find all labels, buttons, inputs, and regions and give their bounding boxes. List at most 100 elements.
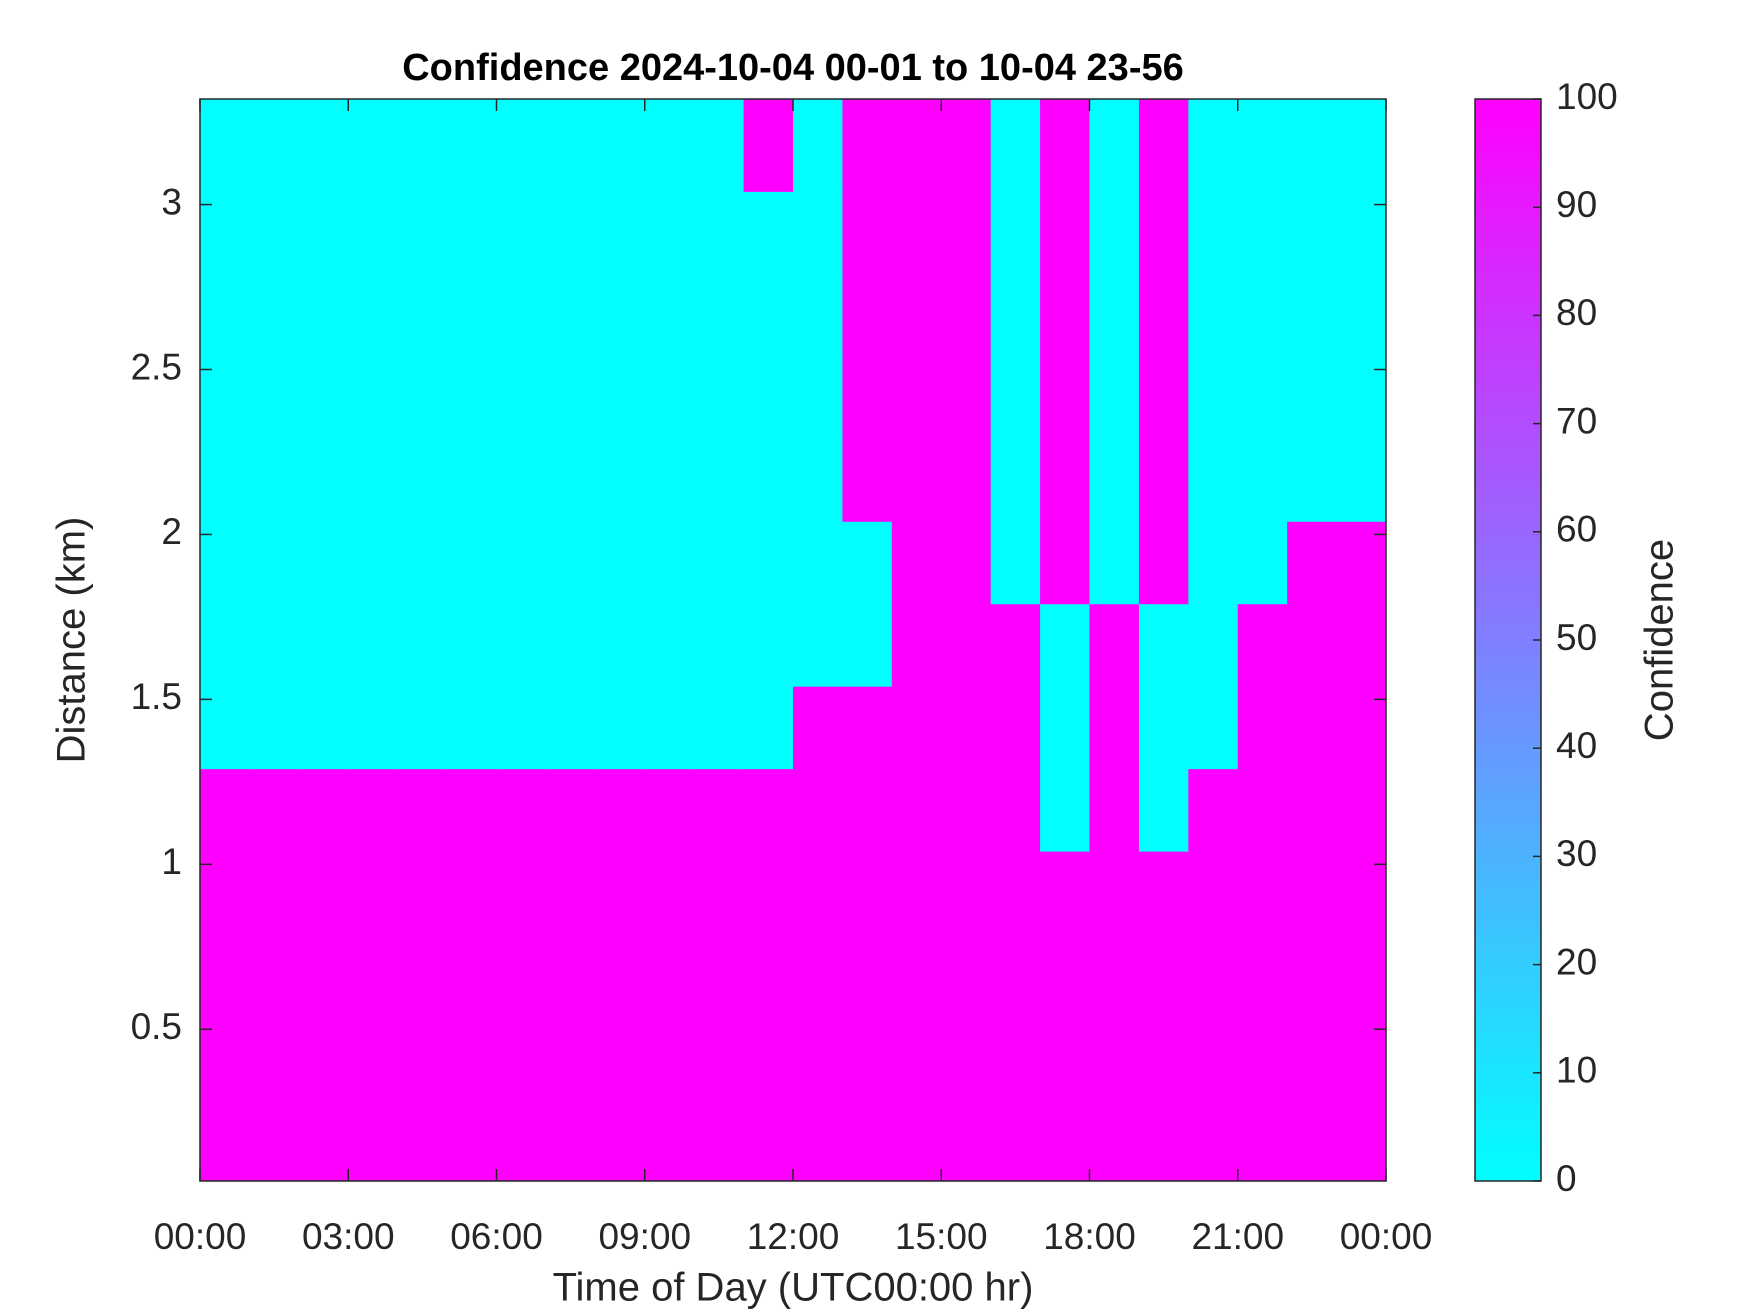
heatmap-cell <box>842 438 893 522</box>
heatmap-cell <box>447 768 497 852</box>
heatmap-cell <box>1089 851 1140 935</box>
heatmap-cell <box>743 1016 794 1100</box>
heatmap-cell <box>694 768 745 852</box>
heatmap-cell <box>743 273 794 357</box>
heatmap-cell <box>298 191 349 275</box>
heatmap-cell <box>200 438 250 522</box>
colorbar <box>1474 98 1542 1182</box>
heatmap-cell <box>644 438 695 522</box>
heatmap-cell <box>1336 108 1386 192</box>
heatmap-cell <box>891 603 942 687</box>
heatmap-cell <box>842 521 893 605</box>
heatmap-cell <box>694 1098 745 1181</box>
heatmap-cell <box>1040 191 1090 275</box>
heatmap-cell <box>595 768 646 852</box>
heatmap-cell <box>1089 768 1140 852</box>
heatmap-cell <box>348 273 399 357</box>
heatmap-cell <box>1336 438 1386 522</box>
heatmap-cell <box>793 191 843 275</box>
heatmap-cell <box>397 356 448 440</box>
heatmap-cell <box>941 1098 992 1181</box>
heatmap-cell <box>496 851 547 935</box>
heatmap-cell <box>743 686 794 770</box>
heatmap-cell <box>1089 191 1140 275</box>
heatmap-cell <box>1040 768 1090 852</box>
x-tick-label: 18:00 <box>1043 1216 1136 1257</box>
heatmap-cell <box>644 191 695 275</box>
heatmap-cell <box>298 356 349 440</box>
heatmap-cell <box>793 438 843 522</box>
heatmap-cell <box>941 99 992 110</box>
colorbar-tick-label: 20 <box>1556 941 1597 982</box>
heatmap-cell <box>249 191 300 275</box>
heatmap-cell <box>496 273 547 357</box>
heatmap-cell <box>249 1016 300 1100</box>
x-tick-label: 12:00 <box>747 1216 840 1257</box>
y-tick-label: 2 <box>161 511 182 552</box>
heatmap-cell <box>891 686 942 770</box>
heatmap-cell <box>1188 108 1239 192</box>
heatmap-cell <box>842 191 893 275</box>
heatmap-cell <box>249 1098 300 1181</box>
heatmap-cell <box>644 768 695 852</box>
heatmap-cell <box>1287 273 1338 357</box>
heatmap-cell <box>743 99 794 110</box>
heatmap-cell <box>793 273 843 357</box>
heatmap-cell <box>1188 603 1239 687</box>
heatmap-cell <box>1040 438 1090 522</box>
heatmap-cell <box>1138 99 1189 110</box>
heatmap-cell <box>743 1098 794 1181</box>
heatmap-cell <box>249 99 300 110</box>
heatmap-cell <box>298 438 349 522</box>
heatmap-cell <box>694 851 745 935</box>
heatmap-cell <box>990 686 1041 770</box>
heatmap-cell <box>595 1098 646 1181</box>
heatmap-cell <box>1188 933 1239 1017</box>
heatmap-cell <box>496 686 547 770</box>
heatmap-cell <box>545 273 596 357</box>
heatmap-cell <box>891 851 942 935</box>
heatmap-cell <box>941 933 992 1017</box>
heatmap-cell <box>990 438 1041 522</box>
heatmap-cell <box>1040 273 1090 357</box>
heatmap-cell <box>743 108 794 192</box>
heatmap-cell <box>545 108 596 192</box>
heatmap-cell <box>1040 521 1090 605</box>
heatmap-cell <box>842 356 893 440</box>
heatmap-cell <box>496 603 547 687</box>
heatmap-cell <box>694 1016 745 1100</box>
heatmap-cell <box>694 356 745 440</box>
heatmap-cell <box>842 108 893 192</box>
heatmap-cell <box>644 273 695 357</box>
heatmap-cell <box>249 438 300 522</box>
heatmap-cell <box>397 438 448 522</box>
heatmap-cell <box>1287 686 1338 770</box>
heatmap-cell <box>496 108 547 192</box>
heatmap-cell <box>941 686 992 770</box>
heatmap-cell <box>1138 1098 1189 1181</box>
heatmap-cell <box>1138 438 1189 522</box>
heatmap-cell <box>1138 768 1189 852</box>
heatmap-cell <box>1040 933 1090 1017</box>
heatmap-cell <box>694 191 745 275</box>
heatmap-cell <box>447 191 497 275</box>
heatmap-cell <box>941 603 992 687</box>
heatmap-cell <box>1138 603 1189 687</box>
heatmap-cell <box>1040 356 1090 440</box>
heatmap-cell <box>348 521 399 605</box>
heatmap-cell <box>1138 108 1189 192</box>
heatmap-cell <box>842 99 893 110</box>
heatmap-cell <box>793 99 843 110</box>
heatmap-cell <box>743 933 794 1017</box>
heatmap-cell <box>1336 1098 1386 1181</box>
heatmap-cell <box>496 99 547 110</box>
heatmap-cell <box>545 933 596 1017</box>
heatmap-cell <box>397 191 448 275</box>
heatmap-cell <box>941 273 992 357</box>
heatmap-cell <box>545 191 596 275</box>
heatmap-cell <box>397 851 448 935</box>
colorbar-label: Confidence <box>1638 539 1682 741</box>
heatmap-cell <box>348 686 399 770</box>
heatmap-cell <box>200 99 250 110</box>
